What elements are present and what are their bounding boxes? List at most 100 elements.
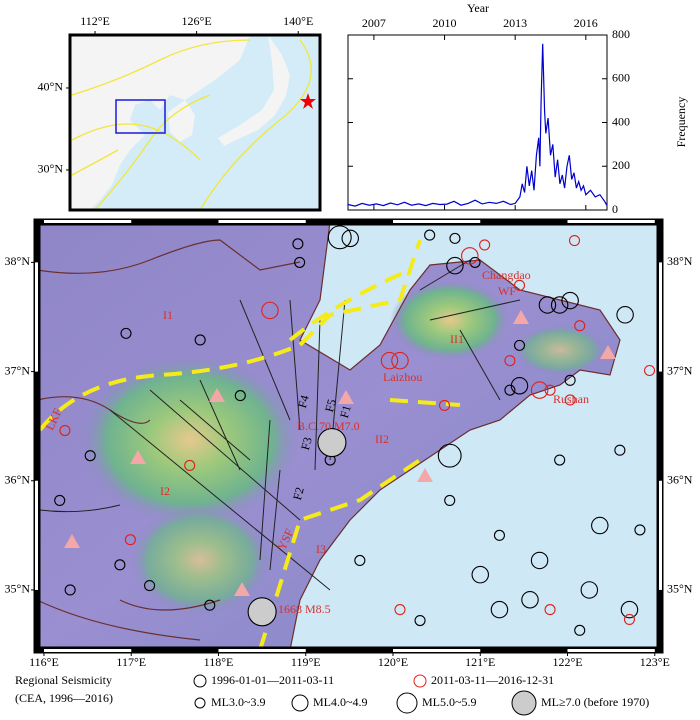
checker-cell [43, 649, 132, 652]
earthquake [449, 232, 461, 244]
legend-label: ML4.0~4.9 [313, 695, 368, 709]
earthquake [504, 384, 516, 396]
y-tick-label: 38°N [667, 254, 693, 268]
y-tick-label: 35°N [5, 582, 31, 596]
annotation: F4 [295, 394, 312, 410]
earthquake [513, 279, 526, 291]
earthquake [490, 600, 509, 619]
inset-map [70, 35, 320, 210]
annotation: Rushan [553, 392, 589, 406]
earthquake [564, 374, 576, 386]
epicenter-star [300, 93, 316, 109]
fault-line [71, 39, 312, 210]
y-tick-label: 36°N [5, 473, 31, 487]
x-tick-label: 122°E [552, 655, 582, 669]
earthquake [479, 239, 491, 251]
earthquake [538, 296, 557, 314]
x-tick-label: 123°E [640, 655, 670, 669]
legend-symbol [413, 674, 427, 688]
highland [515, 325, 605, 375]
highland [80, 355, 300, 525]
map-frame [33, 218, 664, 654]
land [168, 100, 195, 142]
earthquake [614, 444, 626, 456]
earthquake [59, 424, 71, 437]
earthquake [341, 229, 359, 248]
earthquake [444, 494, 456, 506]
earthquake [554, 454, 566, 466]
earthquake [510, 377, 529, 395]
earthquake [634, 524, 646, 536]
earthquake [564, 394, 576, 406]
earthquake [471, 565, 490, 584]
checker-cell [35, 262, 38, 372]
land [70, 35, 250, 210]
earthquake [317, 428, 347, 458]
annotation: F1 [337, 404, 354, 420]
frame-checker [35, 220, 662, 652]
checker-cell [43, 220, 132, 223]
checker-cell [218, 649, 306, 652]
earthquake [521, 591, 539, 609]
main-map: I1 I2 I3 II1 II2 LKF F1 F2 F3 F4 F5 YSF … [37, 222, 660, 650]
y-tick-label: 38°N [5, 254, 31, 268]
earthquake [64, 584, 76, 596]
legend-symbol [396, 692, 418, 714]
earthquake [54, 494, 66, 506]
earthquake [493, 529, 506, 541]
earthquake [204, 599, 216, 611]
earthquake [620, 600, 639, 619]
land [218, 35, 290, 146]
earthquake [574, 320, 586, 332]
earthquake [144, 580, 156, 592]
annotation: I1 [163, 308, 173, 322]
x-tick-label: 2016 [574, 16, 598, 30]
y-tick-label: 40°N [38, 80, 64, 94]
zone-boundary [38, 239, 461, 650]
earthquake [114, 559, 126, 571]
earthquake [394, 604, 406, 616]
earthquake [530, 551, 549, 570]
earthquake [550, 296, 569, 314]
earthquake [354, 554, 366, 567]
y-tick-label: 0 [612, 202, 618, 216]
legend-label: ML5.0~5.9 [422, 695, 477, 709]
earthquake [261, 301, 279, 320]
y-tick-label: 37°N [5, 363, 31, 377]
legend-label: ML3.0~3.9 [211, 695, 266, 709]
x-tick-label: 2010 [433, 16, 457, 30]
y-tick-label: 30°N [38, 162, 64, 176]
annotation: 1668 M8.5 [278, 602, 331, 616]
annotation: II2 [375, 432, 389, 446]
events [54, 225, 656, 636]
earthquake [561, 291, 579, 310]
earthquake [616, 306, 634, 324]
earthquake [469, 256, 481, 268]
legend-symbol [194, 697, 206, 709]
earthquake [446, 256, 464, 275]
y-tick-label: 200 [612, 158, 630, 172]
checker-cell [567, 220, 655, 223]
x-tick-label: 119°E [291, 655, 321, 669]
legend-label: 2011-03-11—2016-12-31 [431, 673, 554, 687]
x-tick-label: 116°E [29, 655, 59, 669]
earthquake [438, 399, 451, 411]
earthquake [124, 534, 136, 546]
chart-frame [347, 34, 608, 211]
earthquake [544, 604, 556, 616]
x-tick-label: 112°E [80, 14, 110, 28]
annotation: B.C.70 M7.0 [297, 419, 360, 433]
y-tick-label: 35°N [667, 582, 693, 596]
earthquake [234, 390, 246, 402]
legend-symbol [291, 694, 309, 712]
checker-cell [35, 480, 38, 590]
x-tick-label: 117°E [116, 655, 146, 669]
earthquake [643, 364, 656, 377]
y-axis-title: Frequency [674, 97, 688, 148]
earthquake [380, 351, 399, 370]
earthquake [194, 334, 206, 346]
earthquake [513, 339, 526, 351]
checker-cell [393, 220, 481, 223]
inset-frame [68, 33, 322, 212]
